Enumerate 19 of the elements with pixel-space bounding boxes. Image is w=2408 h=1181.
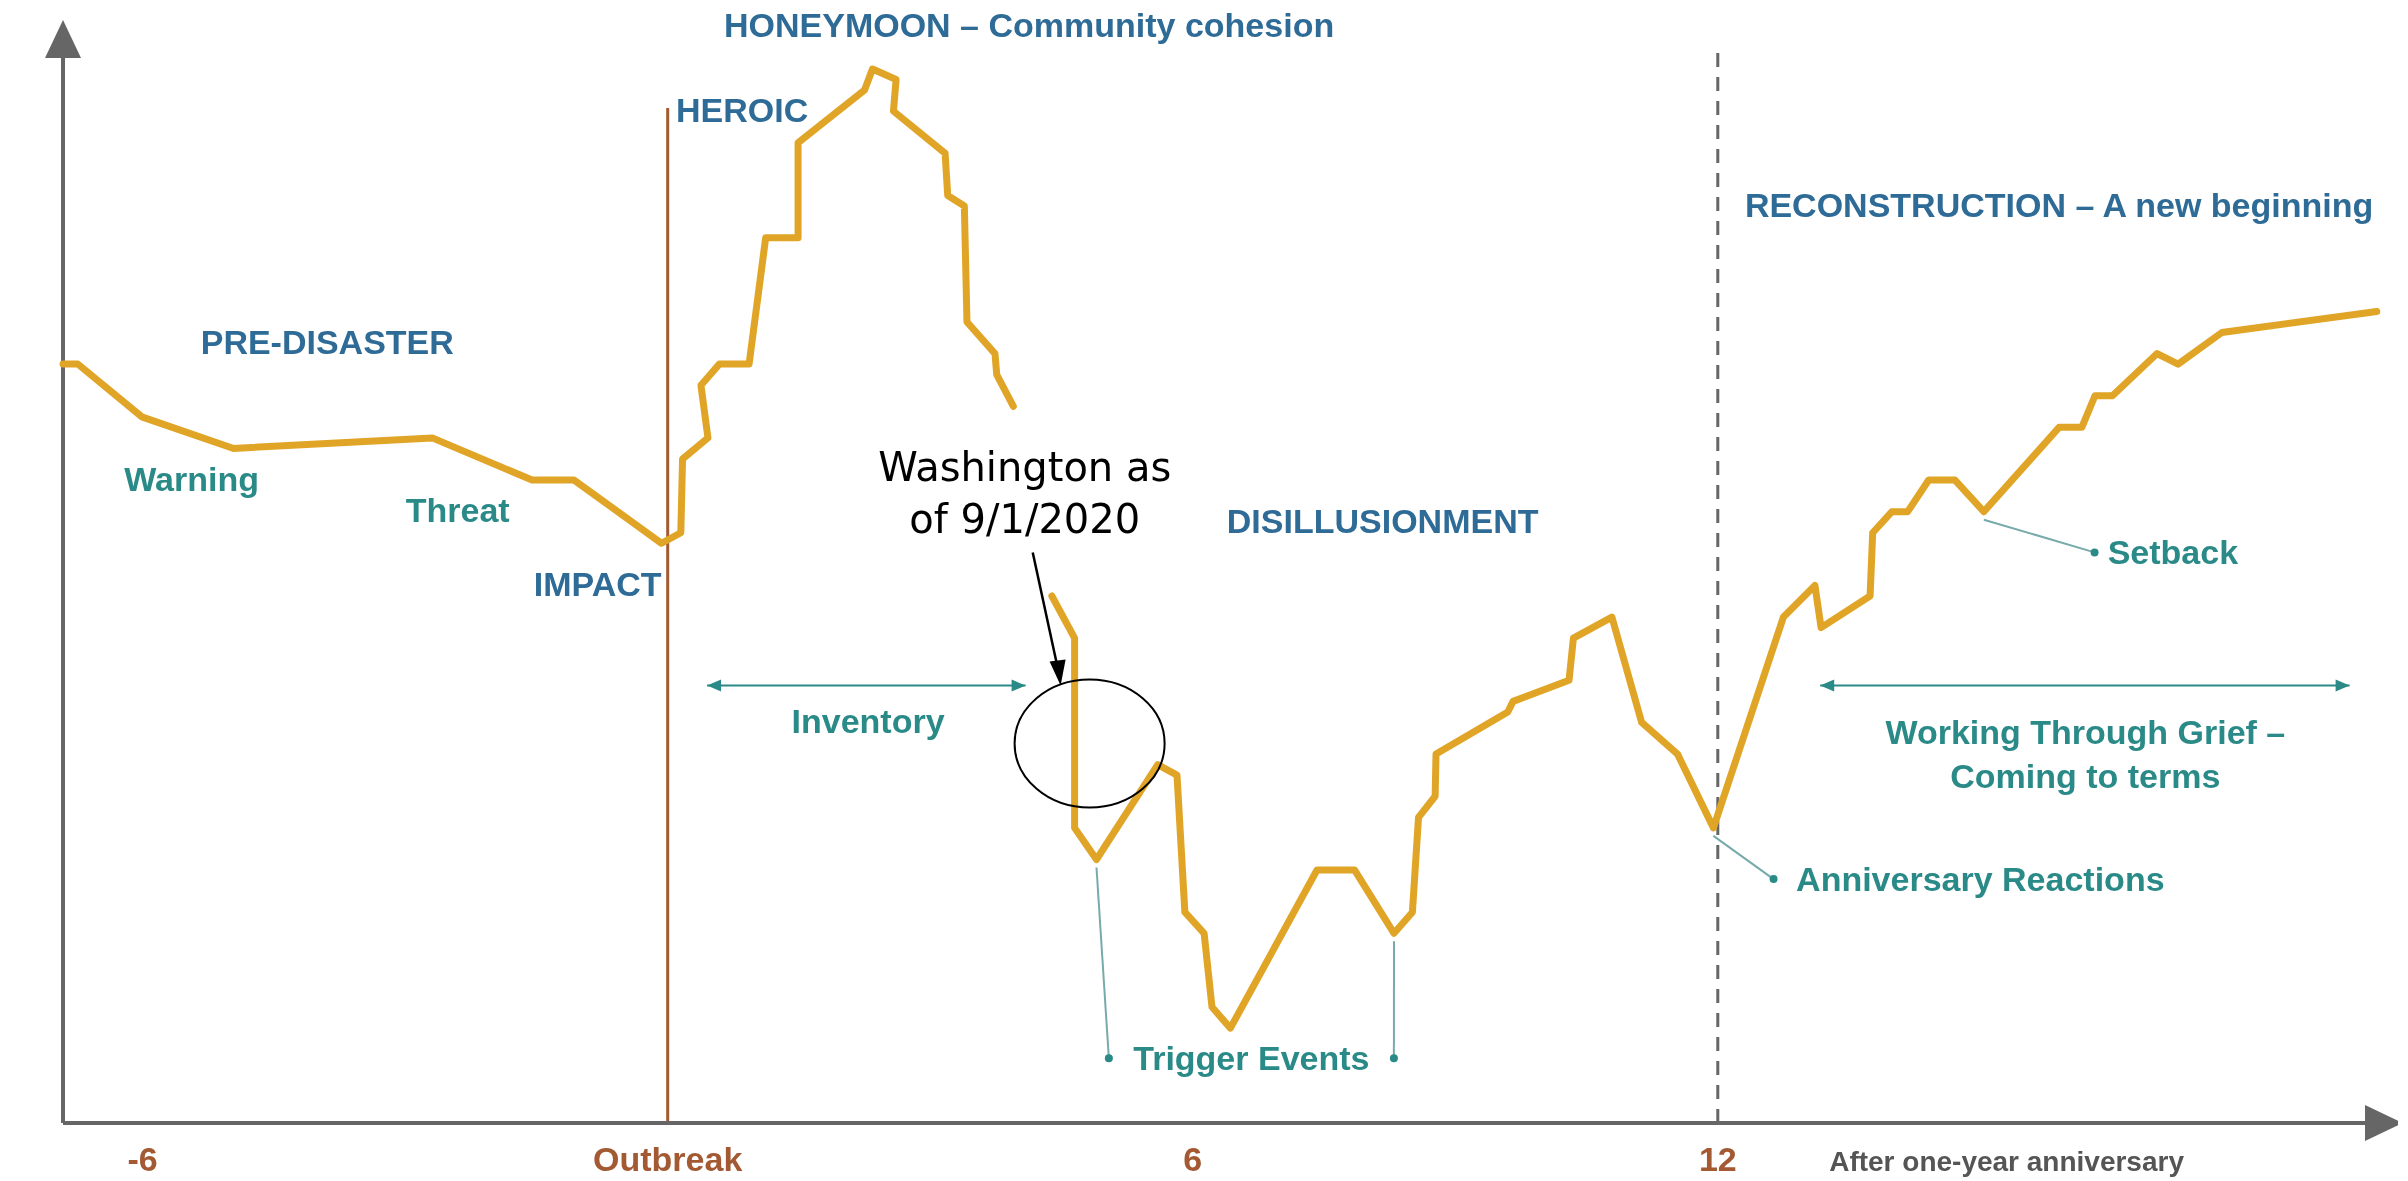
annotation: Anniversary Reactions xyxy=(1796,860,2165,899)
annotation: DISILLUSIONMENT xyxy=(1226,501,1539,540)
x-tick-label: 12 xyxy=(1698,1140,1737,1178)
x-tick-label: Outbreak xyxy=(593,1140,743,1178)
annotation: Working Through Grief – Coming to terms xyxy=(1885,712,2286,795)
annotation: Washington as of 9/1/2020 xyxy=(878,443,1172,542)
annotation: Trigger Events xyxy=(1133,1039,1370,1078)
annotation: IMPACT xyxy=(533,565,662,603)
text: HONEYMOON – Community cohesion xyxy=(724,6,1335,45)
annotation: HEROIC xyxy=(675,90,809,129)
annotation: PRE-DISASTER xyxy=(200,322,454,361)
annotation: Threat xyxy=(405,491,510,530)
x-tick-label: -6 xyxy=(127,1140,158,1178)
x-tick-label: 6 xyxy=(1183,1140,1203,1178)
x-tick-label: After one-year anniversary xyxy=(1829,1146,2185,1177)
annotation: RECONSTRUCTION – A new beginning xyxy=(1744,185,2374,224)
annotation: Warning xyxy=(124,459,260,498)
annotation: Setback xyxy=(2107,533,2239,572)
annotation: Inventory xyxy=(791,702,945,741)
